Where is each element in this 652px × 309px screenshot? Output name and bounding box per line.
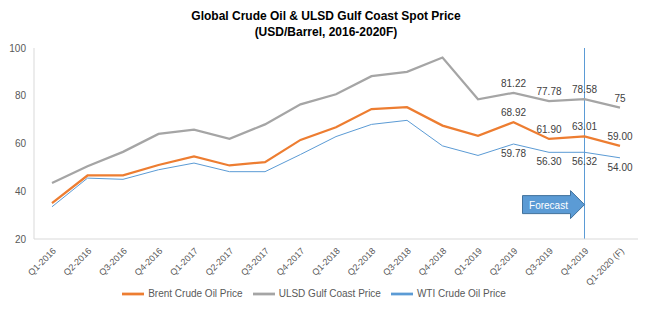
svg-text:Q4-2017: Q4-2017: [275, 246, 307, 278]
svg-text:Forecast: Forecast: [529, 200, 568, 211]
svg-text:Q2-2016: Q2-2016: [62, 246, 94, 278]
svg-text:Q1-2019: Q1-2019: [452, 246, 484, 278]
svg-text:Q2-2018: Q2-2018: [346, 246, 378, 278]
svg-text:Q2-2019: Q2-2019: [488, 246, 520, 278]
svg-text:40: 40: [15, 186, 27, 197]
svg-text:77.78: 77.78: [536, 86, 561, 97]
svg-text:Q1-2020 (F): Q1-2020 (F): [584, 246, 626, 288]
svg-text:Q4-2016: Q4-2016: [133, 246, 165, 278]
svg-text:Q1-2016: Q1-2016: [26, 246, 58, 278]
svg-text:Q4-2018: Q4-2018: [417, 246, 449, 278]
svg-text:Q3-2018: Q3-2018: [381, 246, 413, 278]
svg-text:81.22: 81.22: [501, 78, 526, 89]
svg-text:60: 60: [15, 138, 27, 149]
svg-text:Q3-2016: Q3-2016: [97, 246, 129, 278]
svg-text:Q1-2018: Q1-2018: [310, 246, 342, 278]
svg-text:Q1-2017: Q1-2017: [168, 246, 200, 278]
svg-text:68.92: 68.92: [501, 107, 526, 118]
svg-text:59.00: 59.00: [607, 131, 632, 142]
html-text:Global Crude Oil & ULSD Gulf C: Global Crude Oil & ULSD Gulf Coast Spot …: [191, 9, 461, 23]
svg-text:56.30: 56.30: [536, 156, 561, 167]
svg-text:20: 20: [15, 234, 27, 245]
svg-text:Q4-2019: Q4-2019: [559, 246, 591, 278]
svg-text:63.01: 63.01: [572, 121, 597, 132]
html-text:(USD/Barrel, 2016-2020F): (USD/Barrel, 2016-2020F): [254, 25, 398, 39]
svg-text:78.58: 78.58: [572, 84, 597, 95]
svg-text:100: 100: [9, 43, 26, 54]
svg-text:Q3-2019: Q3-2019: [523, 246, 555, 278]
html-text:ULSD Gulf Coast Price: ULSD Gulf Coast Price: [278, 287, 381, 299]
svg-text:54.00: 54.00: [607, 162, 632, 173]
svg-text:59.78: 59.78: [501, 148, 526, 159]
html-text:WTI Crude Oil Price: WTI Crude Oil Price: [416, 287, 506, 299]
svg-text:80: 80: [15, 90, 27, 101]
svg-text:Q2-2017: Q2-2017: [204, 246, 236, 278]
html-text:Brent Crude Oil Price: Brent Crude Oil Price: [148, 287, 243, 299]
svg-text:61.90: 61.90: [536, 124, 561, 135]
svg-text:56.32: 56.32: [572, 156, 597, 167]
svg-text:Q3-2017: Q3-2017: [239, 246, 271, 278]
svg-text:75: 75: [614, 93, 626, 104]
